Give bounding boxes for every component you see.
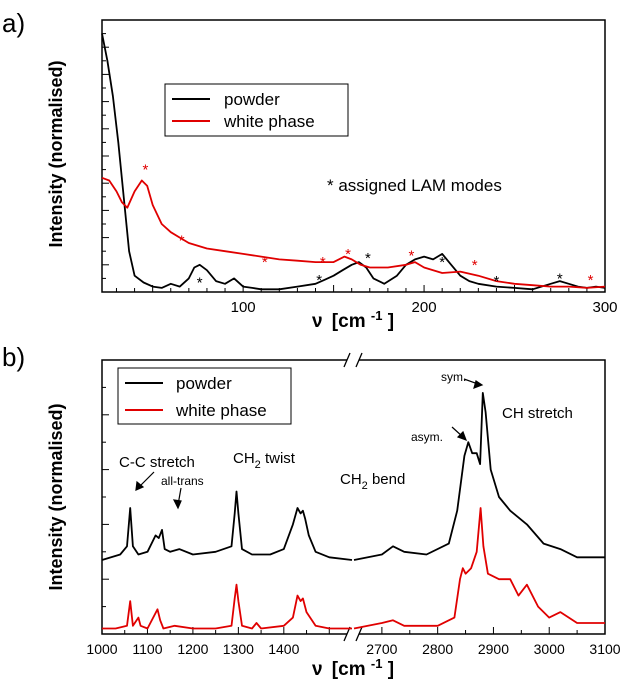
panel-b-axis-break-mark-top-2 — [355, 352, 363, 368]
panel-a-series — [101, 33, 606, 291]
panel-b-series-powder-low — [101, 490, 353, 561]
panel-b-annotation-cc-stretch: C-C stretch — [119, 454, 195, 471]
panel-b-axis-break-mark-bottom-2 — [355, 626, 363, 642]
panel-b-xlabel-close: ] — [388, 659, 394, 680]
panel-b-series-white-phase-high — [353, 507, 605, 630]
panel-a-frame — [101, 19, 606, 293]
panel-a-lam-marker-12: * — [494, 273, 500, 290]
panel-b-series-powder-high — [353, 392, 605, 561]
panel-a-lam-marker-1: * — [179, 232, 185, 249]
panel-b-x-tick-label-2900: 2900 — [478, 641, 509, 657]
panel-a-xlabel-prefix: ν — [312, 311, 323, 332]
panel-b-arrows — [135, 378, 484, 510]
arrow-all-trans-head — [172, 499, 182, 510]
panel-b-x-tick-label-2800: 2800 — [422, 641, 453, 657]
panel-a-lam-marker-7: * — [588, 272, 594, 289]
panel-b-annotation-ch2-twist: CH2 twist — [233, 450, 296, 471]
panel-b-x-tick-label-1100: 1100 — [132, 641, 162, 657]
panel-b-annotation-ch2-bend: CH2 bend — [340, 471, 405, 492]
panel-b-legend-white-label: white phase — [175, 401, 267, 420]
panel-a-markers: *** * * **** ** ** * — [143, 162, 594, 292]
panel-b-annotation-asym: asym. — [411, 430, 443, 444]
panel-b-annotation-all-trans: all-trans — [161, 474, 204, 488]
panel-b-annotation-ch2-bend-main: CH — [340, 471, 362, 488]
panel-b-y-ticks — [102, 359, 109, 635]
panel-b-ylabel: Intensity (normalised) — [46, 403, 66, 590]
panel-a-lam-marker-8: * — [197, 274, 203, 291]
arrow-cc-stretch-head — [135, 480, 145, 491]
panel-b-xlabel: ν [cm -1 ] — [312, 652, 394, 680]
panel-b: b) 1000 1100 1200 1300 1400 2700 2800 2900 3000 3… — [2, 342, 621, 680]
panel-b-annotation-ch2-twist-main: CH — [233, 450, 255, 467]
panel-a-x-tick-label-300: 300 — [592, 299, 617, 316]
panel-a-series-powder — [101, 33, 606, 291]
panel-a-label: a) — [2, 8, 25, 38]
panel-b-x-tick-label-1200: 1200 — [177, 641, 208, 657]
panel-b-annotation-sym: sym. — [441, 370, 466, 384]
panel-a-xlabel-unit: [cm — [332, 311, 366, 332]
panel-a-legend-box — [164, 83, 349, 137]
panel-a-x-tick-label-100: 100 — [231, 299, 256, 316]
panel-b-annotation-ch2-bend-sub: 2 — [362, 480, 368, 492]
panel-b-legend: powder white phase — [117, 367, 292, 425]
panel-b-annotation-ch2-bend-rest: bend — [368, 471, 406, 488]
panel-b-xlabel-exp: -1 — [371, 656, 383, 671]
panel-b-x-tick-label-1300: 1300 — [223, 641, 254, 657]
panel-b-x-tick-label-3100: 3100 — [589, 641, 620, 657]
panel-a-lam-marker-2: * — [262, 254, 268, 271]
panel-b-x-ticks: 1000 1100 1200 1300 1400 2700 2800 2900 3000 3100 — [86, 627, 621, 657]
panel-b-annotation-ch-stretch: CH stretch — [502, 405, 573, 422]
panel-a-y-ticks — [102, 19, 109, 293]
panel-a-x-tick-label-200: 200 — [412, 299, 437, 316]
panel-a-x-ticks: 100 200 300 — [115, 285, 618, 316]
panel-a-xlabel-close: ] — [388, 311, 394, 332]
panel-b-x-tick-label-1400: 1400 — [268, 641, 299, 657]
panel-a-legend-white-label: white phase — [223, 112, 315, 131]
arrow-sym-head — [473, 380, 484, 389]
panel-a-lam-marker-5: * — [408, 247, 414, 264]
panel-b-annotation-ch2-twist-rest: twist — [261, 450, 296, 467]
panel-a-series-white-phase — [101, 176, 606, 289]
panel-b-axis-break-mark-top-1 — [343, 352, 351, 368]
panel-a-annotation-lam: * assigned LAM modes — [327, 176, 502, 195]
panel-a-lam-marker-0: * — [143, 162, 149, 179]
panel-b-annotation-ch2-twist-sub: 2 — [255, 459, 261, 471]
panel-a-lam-marker-9: * — [316, 272, 322, 289]
panel-b-axis-break-gap-top — [347, 356, 359, 364]
panel-b-x-tick-label-2700: 2700 — [366, 641, 397, 657]
panel-a-xlabel: ν [cm -1 ] — [312, 304, 394, 332]
arrow-asym-head — [456, 430, 468, 442]
panel-b-x-tick-label-1000: 1000 — [86, 641, 117, 657]
panel-a-lam-marker-3: * — [320, 254, 326, 271]
panel-b-legend-powder-label: powder — [176, 374, 232, 393]
panel-b-xlabel-prefix: ν — [312, 659, 323, 680]
panel-b-legend-box — [117, 367, 292, 425]
panel-b-label: b) — [2, 342, 25, 372]
panel-a-legend: powder white phase — [164, 83, 349, 137]
panel-a-xlabel-exp: -1 — [371, 308, 383, 323]
panel-a-lam-marker-4: * — [345, 246, 351, 263]
panel-a-lam-marker-13: * — [557, 270, 563, 287]
panel-b-axis-break-gap-bottom — [347, 630, 359, 638]
panel-a-legend-powder-label: powder — [224, 90, 280, 109]
panel-a: a) 100 200 300 Intensity (normalised) ν [c… — [2, 8, 618, 332]
panel-b-xlabel-unit: [cm — [332, 659, 366, 680]
panel-a-lam-marker-6: * — [472, 257, 478, 274]
panel-a-lam-marker-11: * — [439, 254, 445, 271]
panel-a-ylabel: Intensity (normalised) — [46, 60, 66, 247]
panel-b-x-tick-label-3000: 3000 — [534, 641, 565, 657]
panel-b-series-white-phase-low — [102, 583, 352, 630]
panel-a-lam-marker-10: * — [365, 250, 371, 267]
panel-b-series — [101, 392, 605, 630]
